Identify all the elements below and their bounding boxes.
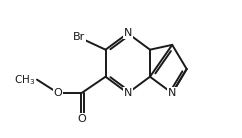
Text: N: N bbox=[124, 88, 132, 98]
Text: O: O bbox=[77, 114, 86, 124]
Text: N: N bbox=[124, 28, 132, 38]
Text: O: O bbox=[54, 88, 63, 98]
Text: Br: Br bbox=[72, 32, 85, 42]
Text: CH$_3$: CH$_3$ bbox=[14, 73, 35, 87]
Text: N: N bbox=[168, 88, 176, 98]
